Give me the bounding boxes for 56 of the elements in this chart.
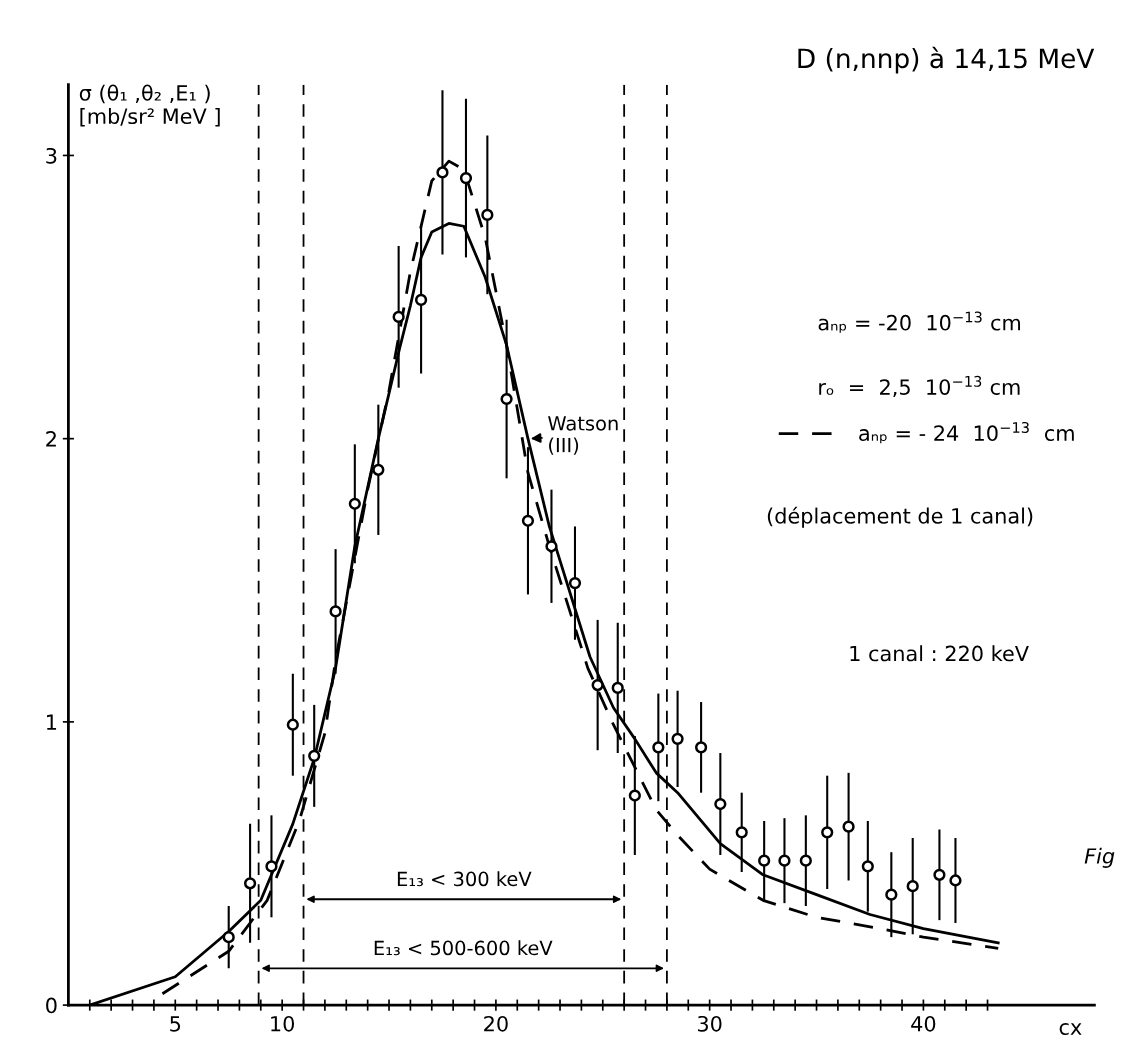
point: [799, 854, 812, 867]
point: [714, 797, 727, 811]
y-tick-label: 1: [47, 714, 57, 730]
y-axis-title: σ (θ₁ ,θ₂ ,E₁ ) [mb/sr² MeV ]: [79, 84, 220, 127]
annotation: rₒ = 2,5 10$^{−13}$ cm: [819, 375, 1020, 398]
point: [459, 171, 473, 185]
point: [821, 826, 834, 839]
point: [222, 931, 235, 944]
x-tick-label: 30: [697, 1015, 722, 1032]
annotation: E₁₃ < 500-600 keV: [374, 940, 553, 956]
point: [372, 463, 385, 476]
point: [329, 605, 342, 618]
point: [286, 718, 299, 731]
annotation: 1 canal : 220 keV: [850, 645, 1029, 662]
point: [652, 741, 665, 754]
y-tick-label: 0: [46, 997, 57, 1014]
point: [842, 820, 855, 833]
point: [611, 681, 624, 695]
point: [348, 497, 361, 510]
annotation: Fig: [1084, 847, 1115, 868]
x-tick-label: 5: [170, 1016, 181, 1032]
annotation: aₙₚ = -20 10$^{−13}$ cm: [818, 311, 1020, 333]
point: [885, 888, 898, 901]
point: [521, 514, 535, 527]
y-tick-label: 3: [46, 147, 57, 164]
x-axis-title: cx: [1059, 1023, 1082, 1036]
point: [758, 854, 771, 867]
point: [778, 854, 791, 867]
legend-label: aₙₚ = - 24 10$^{−13}$ cm: [859, 421, 1074, 444]
point: [568, 576, 582, 590]
legend-label: Watson (III): [548, 416, 618, 455]
point: [591, 678, 604, 692]
point: [671, 732, 684, 745]
point: [414, 293, 428, 306]
x-tick-label: 40: [911, 1015, 936, 1032]
annotation: E₁₃ < 300 keV: [397, 871, 532, 887]
x-tick-label: 10: [271, 1015, 295, 1032]
point: [735, 826, 748, 839]
point: [949, 874, 962, 887]
x-tick-label: 20: [484, 1015, 508, 1032]
point: [861, 860, 874, 873]
point: [243, 877, 257, 890]
y-tick-label: 2: [46, 431, 56, 447]
point: [545, 540, 558, 553]
point: [628, 789, 641, 802]
point: [933, 868, 946, 881]
point: [265, 860, 278, 873]
annotation: (déplacement de 1 canal): [767, 506, 1033, 528]
point: [906, 880, 919, 893]
point: [694, 741, 708, 754]
point: [500, 392, 513, 406]
point: [436, 166, 449, 179]
point: [308, 749, 321, 762]
chart-title: D (n,nnp) à 14,15 MeV: [798, 46, 1095, 74]
point: [392, 310, 405, 323]
point: [481, 208, 494, 222]
